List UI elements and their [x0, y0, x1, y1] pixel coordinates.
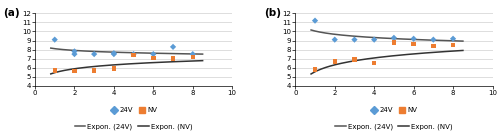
- Point: [449, 44, 457, 46]
- Point: [110, 53, 118, 55]
- Point: [130, 53, 138, 55]
- Point: [70, 53, 78, 55]
- Point: [370, 62, 378, 64]
- Point: [311, 20, 319, 22]
- Point: [449, 38, 457, 40]
- Point: [410, 43, 418, 45]
- Point: [70, 70, 78, 72]
- Point: [370, 39, 378, 41]
- Point: [150, 53, 158, 55]
- Point: [430, 39, 438, 41]
- Point: [90, 69, 98, 71]
- Point: [189, 53, 197, 55]
- Text: (b): (b): [264, 8, 281, 18]
- Point: [430, 45, 438, 47]
- Point: [410, 38, 418, 40]
- Legend: Expon. (24V), Expon. (NV): Expon. (24V), Expon. (NV): [335, 123, 452, 130]
- Point: [90, 53, 98, 55]
- Point: [350, 39, 358, 41]
- Point: [189, 56, 197, 58]
- Point: [50, 39, 58, 41]
- Point: [330, 60, 338, 62]
- Point: [350, 58, 358, 61]
- Point: [130, 54, 138, 56]
- Point: [50, 69, 58, 71]
- Point: [330, 39, 338, 41]
- Point: [110, 68, 118, 70]
- Legend: Expon. (24V), Expon. (NV): Expon. (24V), Expon. (NV): [75, 123, 192, 130]
- Point: [311, 68, 319, 71]
- Point: [169, 46, 177, 48]
- Point: [390, 37, 398, 39]
- Point: [110, 52, 118, 54]
- Point: [70, 50, 78, 52]
- Point: [150, 57, 158, 59]
- Text: (a): (a): [4, 8, 20, 18]
- Point: [390, 41, 398, 43]
- Point: [169, 58, 177, 60]
